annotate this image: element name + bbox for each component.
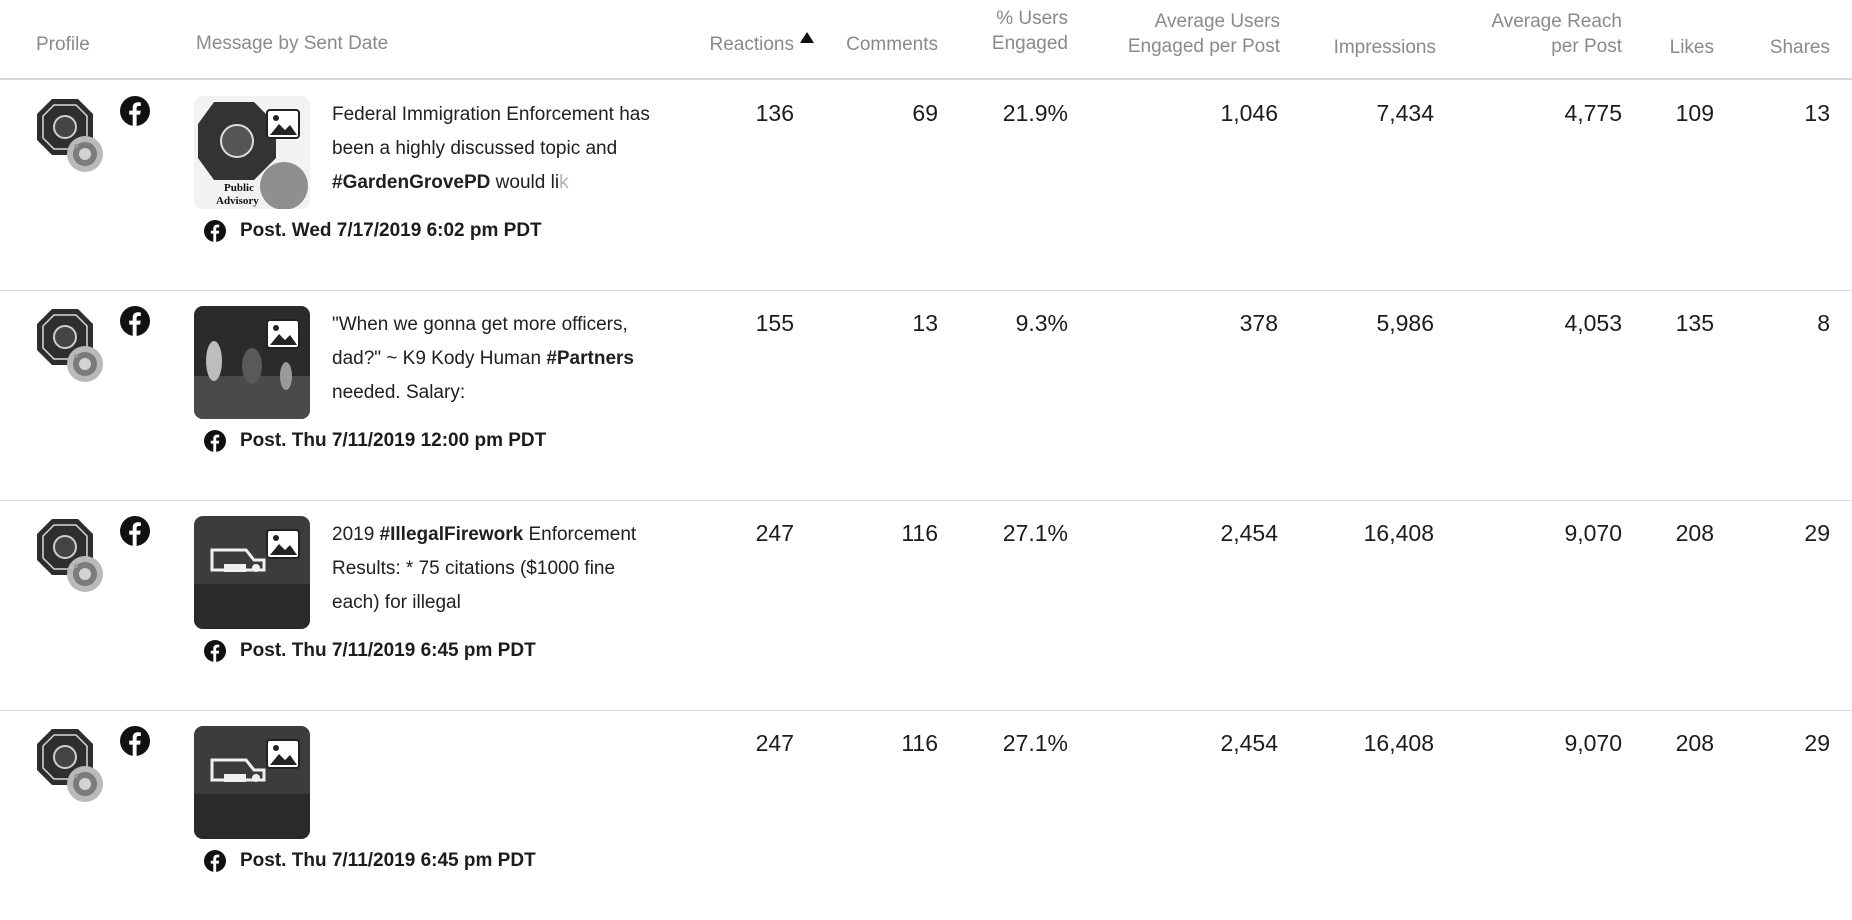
message-text: Federal Immigration Enforcement has been… [332, 104, 650, 159]
facebook-icon [120, 306, 150, 336]
post-message: Federal Immigration Enforcement has been… [332, 98, 662, 200]
profile-avatar[interactable] [30, 516, 110, 596]
avg-reach-value: 9,070 [1564, 520, 1622, 546]
table-row[interactable]: "When we gonna get more officers, dad?" … [0, 290, 1852, 501]
reactions-value: 247 [755, 520, 794, 546]
shares-value: 29 [1804, 520, 1830, 546]
message-text: would li [490, 172, 560, 193]
likes-value: 208 [1675, 520, 1714, 546]
pct-users-engaged-value: 21.9% [1002, 100, 1068, 126]
likes-value: 208 [1675, 730, 1714, 756]
thumbnail-caption-line-2: Advisory [216, 195, 259, 207]
post-thumbnail[interactable]: Public Advisory [194, 96, 310, 209]
avg-users-engaged-value: 378 [1239, 310, 1278, 336]
profile-avatar[interactable] [30, 726, 110, 806]
image-icon [266, 109, 300, 139]
table-header: Profile Message by Sent Date Reactions C… [0, 0, 1852, 80]
hashtag[interactable]: #IllegalFirework [379, 524, 524, 545]
facebook-icon [120, 516, 150, 546]
impressions-value: 5,986 [1376, 310, 1434, 336]
facebook-icon [120, 726, 150, 756]
facebook-icon [204, 220, 226, 242]
column-header-shares[interactable]: Shares [1769, 37, 1830, 58]
table-row[interactable]: Public Advisory Federal Immigration Enfor… [0, 80, 1852, 291]
message-text: Enforcement Results: * 75 citations ($10… [332, 524, 637, 613]
post-date: Post. Thu 7/11/2019 6:45 pm PDT [240, 850, 536, 871]
facebook-icon [120, 96, 150, 126]
post-thumbnail[interactable] [194, 516, 310, 629]
post-thumbnail[interactable] [194, 726, 310, 839]
message-text: "When we gonna get more officers, dad?" … [332, 314, 628, 369]
post-thumbnail-image [194, 516, 310, 629]
post-thumbnail-image [194, 306, 310, 419]
table-row[interactable]: 2019 #IllegalFirework Enforcement Result… [0, 500, 1852, 711]
thumbnail-caption-line-1: Public [224, 182, 254, 194]
likes-value: 109 [1675, 100, 1714, 126]
post-date: Post. Thu 7/11/2019 6:45 pm PDT [240, 640, 536, 661]
sort-ascending-icon[interactable] [800, 32, 814, 43]
pct-users-engaged-value: 27.1% [1002, 730, 1068, 756]
column-header-impressions[interactable]: Impressions [1333, 37, 1436, 58]
column-header-likes[interactable]: Likes [1669, 37, 1714, 58]
post-thumbnail[interactable] [194, 306, 310, 419]
hashtag[interactable]: #Partners [546, 348, 634, 369]
image-icon [266, 739, 300, 769]
facebook-icon [204, 850, 226, 872]
column-header-avg-users-engaged[interactable]: Average Users Engaged per Post [1127, 11, 1280, 57]
avg-users-engaged-value: 1,046 [1220, 100, 1278, 126]
comments-value: 116 [901, 730, 938, 756]
reactions-value: 136 [755, 100, 794, 126]
column-header-comments[interactable]: Comments [846, 34, 938, 55]
reactions-value: 247 [755, 730, 794, 756]
hashtag[interactable]: #GardenGrovePD [332, 172, 491, 193]
impressions-value: 7,434 [1376, 100, 1434, 126]
table-row[interactable]: Post. Thu 7/11/2019 6:45 pm PDT 247 116 … [0, 710, 1852, 920]
shares-value: 13 [1804, 100, 1830, 126]
profile-avatar[interactable] [30, 96, 110, 176]
facebook-icon [204, 430, 226, 452]
impressions-value: 16,408 [1363, 730, 1434, 756]
comments-value: 13 [912, 310, 938, 336]
column-header-profile[interactable]: Profile [36, 34, 90, 55]
column-header-message[interactable]: Message by Sent Date [196, 33, 389, 54]
comments-value: 116 [901, 520, 938, 546]
pct-users-engaged-value: 27.1% [1002, 520, 1068, 546]
shares-value: 8 [1817, 310, 1830, 336]
image-icon [266, 529, 300, 559]
post-date: Post. Thu 7/11/2019 12:00 pm PDT [240, 430, 547, 451]
column-header-avg-reach[interactable]: Average Reach per Post [1491, 11, 1622, 57]
facebook-icon [204, 640, 226, 662]
message-text: k [559, 172, 569, 193]
impressions-value: 16,408 [1363, 520, 1434, 546]
message-text: 2019 [332, 524, 380, 545]
avg-users-engaged-value: 2,454 [1220, 730, 1278, 756]
avg-reach-value: 4,053 [1564, 310, 1622, 336]
column-header-pct-users-engaged[interactable]: % Users Engaged [991, 8, 1068, 54]
image-icon [266, 319, 300, 349]
column-header-reactions[interactable]: Reactions [709, 34, 795, 55]
reactions-value: 155 [755, 310, 794, 336]
message-text: needed. Salary: [332, 382, 466, 403]
likes-value: 135 [1675, 310, 1714, 336]
post-message: "When we gonna get more officers, dad?" … [332, 308, 662, 410]
avg-reach-value: 4,775 [1564, 100, 1622, 126]
avg-users-engaged-value: 2,454 [1220, 520, 1278, 546]
post-date: Post. Wed 7/17/2019 6:02 pm PDT [240, 220, 542, 241]
profile-avatar[interactable] [30, 306, 110, 386]
pct-users-engaged-value: 9.3% [1015, 310, 1068, 336]
shares-value: 29 [1804, 730, 1830, 756]
avg-reach-value: 9,070 [1564, 730, 1622, 756]
post-message: 2019 #IllegalFirework Enforcement Result… [332, 518, 662, 620]
comments-value: 69 [912, 100, 938, 126]
